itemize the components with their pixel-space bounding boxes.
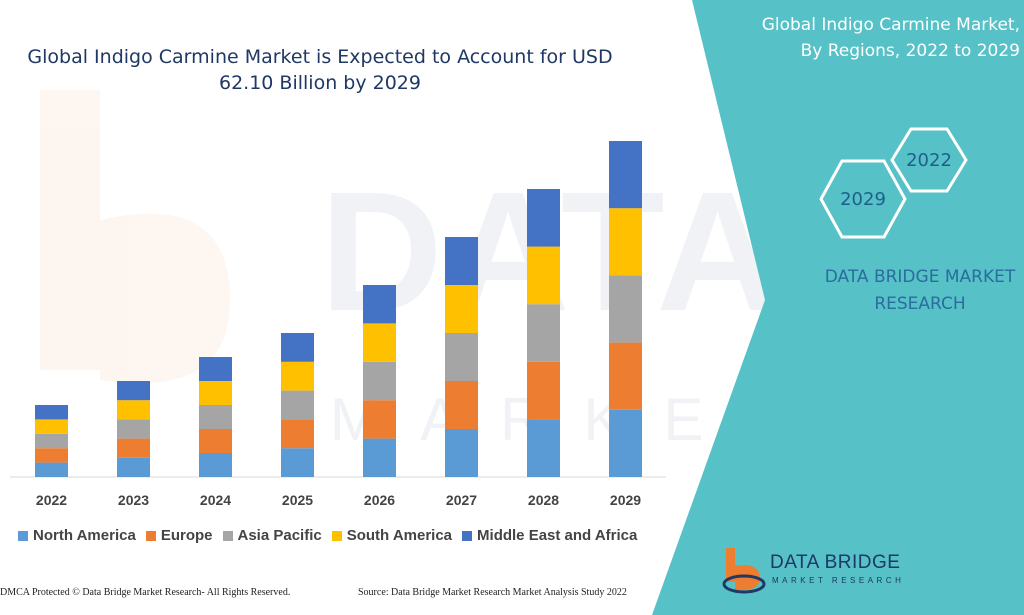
teal-panel-shape xyxy=(652,0,1024,615)
hex-year-top: 2022 xyxy=(906,150,952,171)
legend-swatch xyxy=(462,530,473,541)
bar-segment-2023-0 xyxy=(117,457,150,477)
brand-line2: RESEARCH xyxy=(874,294,966,314)
bar-segment-2027-1 xyxy=(445,381,478,429)
legend-label: Europe xyxy=(160,527,213,544)
bar-segment-2029-3 xyxy=(609,208,642,276)
bar-segment-2025-0 xyxy=(281,448,314,477)
bar-segment-2029-4 xyxy=(609,141,642,209)
bar-segment-2022-3 xyxy=(35,419,68,434)
legend-label: North America xyxy=(33,527,136,544)
bar-segment-2025-3 xyxy=(281,361,314,391)
bar-segment-2026-3 xyxy=(363,323,396,362)
legend-swatch xyxy=(331,530,342,541)
bar-segment-2028-2 xyxy=(527,304,560,362)
bar-segment-2022-4 xyxy=(35,405,68,420)
legend-label: Middle East and Africa xyxy=(477,527,638,544)
bar-segment-2027-3 xyxy=(445,285,478,333)
bar-segment-2026-1 xyxy=(363,400,396,439)
legend-label: Asia Pacific xyxy=(237,527,322,544)
x-tick-label: 2027 xyxy=(446,492,477,508)
bar-segment-2025-1 xyxy=(281,419,314,449)
side-title: Global Indigo Carmine Market, By Regions… xyxy=(690,12,1020,64)
bar-segment-2023-3 xyxy=(117,400,150,420)
chart-title-line2: 62.10 Billion by 2029 xyxy=(219,72,421,94)
legend-item: Middle East and Africa xyxy=(462,527,637,544)
legend-item: South America xyxy=(331,527,453,544)
bar-segment-2026-2 xyxy=(363,361,396,401)
stacked-bar-chart: 2022 2023 2024 2025 2026 2027 2028 2029 xyxy=(10,141,666,508)
bar-segment-2023-1 xyxy=(117,438,150,458)
bar-segment-2027-0 xyxy=(445,429,478,477)
x-tick-label: 2028 xyxy=(528,492,559,508)
bar-segment-2022-0 xyxy=(35,462,68,477)
logo-icon xyxy=(722,548,766,594)
bar-segment-2024-0 xyxy=(199,453,232,477)
bar-segment-2029-0 xyxy=(609,409,642,477)
chart-title-line1: Global Indigo Carmine Market is Expected… xyxy=(27,46,613,68)
brand-line1: DATA BRIDGE MARKET xyxy=(824,267,1016,287)
bar-segment-2025-2 xyxy=(281,390,314,420)
x-tick-label: 2025 xyxy=(282,492,313,508)
bar-segment-2024-4 xyxy=(199,357,232,381)
x-tick-label: 2026 xyxy=(364,492,395,508)
bar-segment-2028-1 xyxy=(527,361,560,420)
hexagon-bottom xyxy=(819,159,907,239)
hex-year-bottom: 2029 xyxy=(840,189,886,210)
bar-segment-2027-2 xyxy=(445,333,478,381)
bar-segment-2029-2 xyxy=(609,275,642,343)
chart-title: Global Indigo Carmine Market is Expected… xyxy=(20,44,620,96)
legend: North America Europe Asia Pacific South Ame… xyxy=(18,527,647,544)
logo-text: DATA BRIDGE xyxy=(770,552,901,573)
legend-swatch xyxy=(145,530,156,541)
legend-swatch xyxy=(222,530,233,541)
bar-segment-2027-4 xyxy=(445,237,478,285)
legend-swatch xyxy=(18,530,28,541)
bar-segment-2023-2 xyxy=(117,419,150,439)
bar-segment-2025-4 xyxy=(281,333,314,362)
legend-item: Asia Pacific xyxy=(222,527,322,544)
bar-segment-2022-2 xyxy=(35,433,68,449)
legend-item: Europe xyxy=(145,527,213,544)
bar-segment-2024-2 xyxy=(199,405,232,429)
footer-source: Source: Data Bridge Market Research Mark… xyxy=(358,587,627,598)
hexagon-top xyxy=(890,127,968,193)
bar-segment-2029-1 xyxy=(609,342,642,410)
legend-item: North America xyxy=(18,527,136,544)
bar-segment-2024-1 xyxy=(199,429,232,453)
bar-segment-2028-0 xyxy=(527,419,560,477)
side-title-line1: Global Indigo Carmine Market, xyxy=(761,15,1020,35)
brand-name: DATA BRIDGE MARKET RESEARCH xyxy=(800,264,1024,318)
company-logo: DATA BRIDGE MARKET RESEARCH xyxy=(720,546,920,601)
footer-copyright: DMCA Protected © Data Bridge Market Rese… xyxy=(0,587,291,598)
bar-segment-2028-3 xyxy=(527,246,560,305)
x-tick-label: 2023 xyxy=(118,492,149,508)
legend-label: South America xyxy=(346,527,453,544)
bar-segment-2022-1 xyxy=(35,448,68,463)
logo-subtext: MARKET RESEARCH xyxy=(772,576,905,585)
bar-segment-2028-4 xyxy=(527,189,560,247)
bar-segment-2024-3 xyxy=(199,381,232,405)
side-title-line2: By Regions, 2022 to 2029 xyxy=(800,41,1020,61)
bar-segment-2026-4 xyxy=(363,285,396,324)
bar-segment-2026-0 xyxy=(363,438,396,477)
x-tick-label: 2029 xyxy=(610,492,641,508)
x-tick-label: 2024 xyxy=(200,492,231,508)
x-tick-label: 2022 xyxy=(36,492,67,508)
bar-segment-2023-4 xyxy=(117,381,150,401)
